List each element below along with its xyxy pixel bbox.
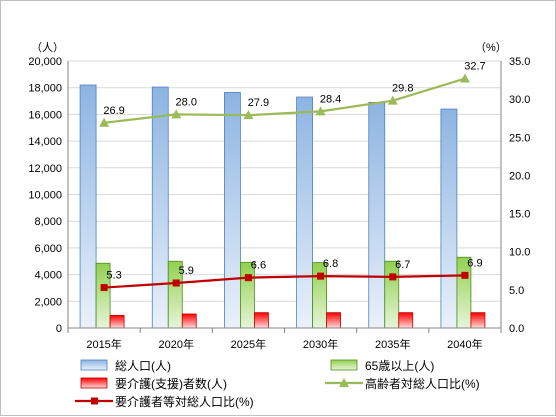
data-label-elderly-ratio: 29.8 (392, 83, 413, 95)
marker-elderly-ratio (99, 117, 110, 127)
marker-elderly-ratio (243, 110, 254, 120)
right-axis-tick-label: 5.0 (509, 285, 524, 297)
right-axis-tick-label: 20.0 (509, 170, 530, 182)
left-axis-tick-label: 0 (56, 323, 62, 335)
legend-label: 総人口(人) (115, 359, 171, 373)
right-axis-unit-label: （%） (475, 41, 507, 54)
data-label-elderly-ratio: 27.9 (248, 97, 269, 109)
data-label-elderly-ratio: 28.4 (320, 93, 341, 105)
marker-elderly-ratio (171, 109, 182, 119)
right-axis-tick-label: 35.0 (509, 56, 530, 68)
bar-care-recipients (398, 312, 414, 329)
marker-elderly-ratio (459, 73, 470, 83)
marker-care-ratio (461, 271, 469, 279)
bar-care-recipients (326, 312, 341, 329)
bar-care-recipients (181, 313, 197, 329)
bar-care-recipients (470, 312, 486, 329)
left-axis-tick-label: 10,000 (28, 190, 62, 202)
data-label-care-ratio: 6.9 (467, 257, 482, 269)
bar-age-65-plus (384, 260, 400, 329)
bar-age-65-plus (312, 262, 327, 329)
marker-care-ratio (100, 284, 108, 292)
legend-swatch (80, 359, 108, 371)
legend: 総人口(人) 65歳以上(人) 要介護(支援)者数(人) 高齢者対総人口比(%) 要介護… (75, 359, 480, 409)
axes (67, 61, 502, 329)
gridlines (67, 60, 502, 333)
left-axis-tick-label: 16,000 (28, 109, 62, 121)
bar-total-population (79, 84, 97, 329)
line-series-group (99, 73, 470, 292)
left-axis-unit-label: （人） (31, 41, 64, 54)
bar-series-group (79, 84, 486, 329)
x-axis-category-label: 2015年 (86, 337, 121, 351)
left-axis-tick-label: 14,000 (28, 136, 62, 148)
legend-swatch (330, 359, 358, 371)
data-label-care-ratio: 6.6 (251, 260, 266, 272)
data-label-care-ratio: 6.7 (395, 259, 410, 271)
left-axis-tick-label: 18,000 (28, 83, 62, 95)
right-axis-tick-label: 30.0 (509, 94, 530, 106)
left-axis-tick-label: 8,000 (34, 216, 62, 228)
data-label-care-ratio: 5.3 (106, 270, 121, 282)
left-axis-tick-label: 20,000 (28, 56, 62, 68)
legend-label: 要介護者等対総人口比(%) (115, 394, 254, 409)
x-axis-category-label: 2020年 (159, 337, 194, 351)
left-axis-tick-label: 4,000 (34, 270, 62, 282)
bar-care-recipients (254, 312, 269, 329)
line-elderly-ratio (103, 77, 466, 124)
x-axis-category-label: 2040年 (447, 337, 482, 351)
x-axis-category-label: 2025年 (231, 337, 266, 351)
left-axis-tick-label: 2,000 (34, 296, 62, 308)
legend-label: 高齢者対総人口比(%) (365, 376, 480, 391)
legend-marker (91, 397, 98, 405)
data-label-elderly-ratio: 26.9 (103, 105, 124, 117)
left-axis-tick-label: 6,000 (34, 243, 62, 255)
bar-total-population (224, 91, 241, 329)
x-axis-category-label: 2035年 (375, 337, 410, 351)
legend-marker (339, 378, 349, 387)
right-axis-tick-label: 0.0 (509, 323, 524, 335)
left-axis-tick-label: 12,000 (28, 163, 62, 175)
marker-care-ratio (244, 274, 252, 282)
tick-and-data-labels: （人） （%） 0 2,000 4,000 6,000 8,000 10,000 12,00… (28, 41, 530, 351)
legend-label: 要介護(支援)者数(人) (115, 376, 227, 391)
legend-label: 65歳以上(人) (365, 359, 434, 373)
marker-elderly-ratio (387, 95, 398, 105)
right-axis-tick-label: 15.0 (509, 209, 530, 221)
bar-total-population (296, 96, 313, 329)
right-axis-tick-label: 10.0 (509, 247, 530, 259)
data-label-elderly-ratio: 32.7 (464, 61, 485, 73)
bar-care-recipients (109, 314, 125, 329)
data-label-elderly-ratio: 28.0 (176, 96, 197, 108)
legend-swatch (80, 377, 108, 389)
bar-total-population (151, 86, 169, 329)
line-care-ratio (104, 274, 465, 289)
bar-total-population (368, 101, 386, 329)
bar-age-65-plus (240, 261, 255, 329)
bar-total-population (440, 108, 458, 329)
right-axis-tick-label: 25.0 (509, 132, 530, 144)
data-label-care-ratio: 5.9 (179, 265, 194, 277)
marker-elderly-ratio (315, 106, 326, 116)
marker-care-ratio (389, 273, 397, 281)
data-label-care-ratio: 6.8 (323, 258, 338, 270)
x-axis-category-label: 2030年 (303, 337, 338, 351)
marker-care-ratio (172, 279, 180, 287)
marker-care-ratio (317, 272, 325, 280)
